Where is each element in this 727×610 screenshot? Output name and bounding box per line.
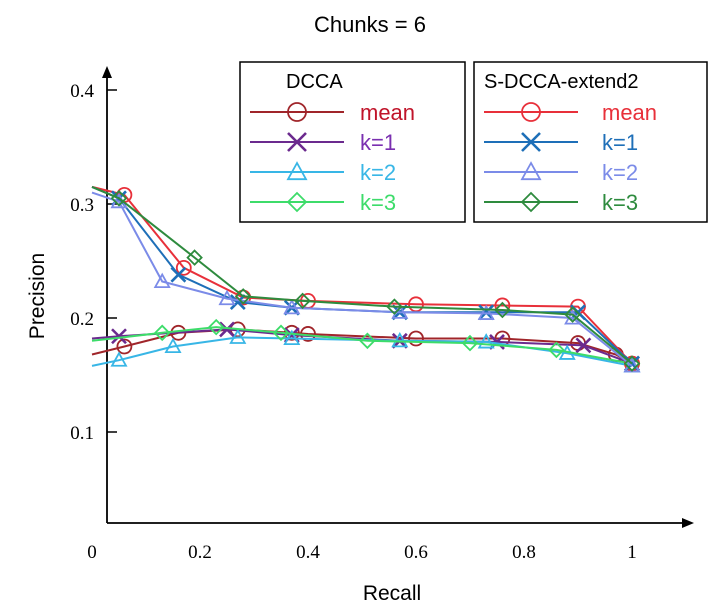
x-tick-label: 0.2	[188, 542, 212, 563]
point-sdcca-k=1	[229, 294, 246, 310]
point-dcca-k=3	[153, 324, 171, 342]
series-sdcca-k=3	[91, 185, 641, 372]
y-tick-label: 0.1	[70, 423, 94, 444]
point-sdcca-k=1	[478, 304, 495, 321]
point-dcca-k=2	[391, 331, 409, 348]
legend-label: mean	[360, 100, 415, 125]
x-tick-label: 0	[87, 542, 97, 563]
point-dcca-k=2	[477, 333, 495, 349]
point-dcca-k=2	[229, 328, 247, 344]
line-sdcca-k=2	[91, 191, 633, 367]
x-axis-label: Recall	[363, 582, 421, 605]
point-dcca-k=3	[207, 318, 225, 336]
y-axis-arrow-icon	[102, 66, 112, 78]
legend-marker-icon	[286, 191, 308, 213]
legend-item-dcca-k=2: k=2	[250, 160, 396, 185]
point-sdcca-k=2	[218, 289, 236, 306]
legend-marker-icon	[287, 102, 307, 122]
x-tick-label: 1	[627, 542, 637, 563]
legend-item-sdcca-k=3: k=3	[484, 190, 638, 215]
legend-item-sdcca-k=1: k=1	[484, 130, 638, 155]
point-sdcca-k=3	[494, 301, 511, 319]
point-sdcca-k=3	[186, 249, 203, 266]
series-layer	[91, 185, 641, 373]
legend-sdcca-title: S-DCCA-extend2	[484, 71, 639, 93]
point-sdcca-k=3	[623, 355, 641, 372]
legend-sdcca: S-DCCA-extend2 mean k=1 k=2 k=3	[473, 61, 708, 223]
point-dcca-k=2	[110, 351, 128, 367]
legend-item-dcca-mean: mean	[250, 100, 415, 125]
point-sdcca-k=2	[153, 272, 171, 289]
point-dcca-mean	[116, 338, 133, 355]
legend-label: mean	[602, 100, 657, 125]
x-tick-label: 0.8	[512, 542, 536, 563]
point-sdcca-k=3	[564, 306, 581, 323]
x-axis-arrow-icon	[682, 518, 694, 528]
point-dcca-k=3	[359, 332, 376, 350]
legend-label: k=1	[360, 130, 396, 155]
point-dcca-k=1	[111, 328, 127, 345]
point-dcca-k=3	[461, 334, 479, 352]
legend-label: k=3	[602, 190, 638, 215]
legend-marker-icon	[286, 161, 308, 181]
point-sdcca-k=2	[477, 304, 495, 320]
legend-item-sdcca-k=2: k=2	[484, 160, 638, 185]
legend-label: k=1	[602, 130, 638, 155]
point-dcca-mean	[408, 330, 424, 347]
x-tick-label: 0.6	[404, 542, 428, 563]
legend-marker-icon	[521, 102, 541, 122]
legend-item-dcca-k=1: k=1	[250, 130, 396, 155]
legend-marker-icon	[287, 132, 307, 152]
point-sdcca-k=3	[110, 190, 128, 207]
point-sdcca-k=1	[170, 266, 187, 283]
legend-label: k=2	[602, 160, 638, 185]
x-tick-label: 0.4	[296, 542, 320, 563]
point-dcca-k=1	[219, 321, 235, 338]
legend-item-dcca-k=3: k=3	[250, 190, 396, 215]
legend-marker-icon	[521, 132, 541, 152]
y-axis-label: Precision	[26, 253, 49, 339]
legend-item-sdcca-mean: mean	[484, 100, 657, 125]
point-dcca-k=3	[272, 324, 290, 342]
point-sdcca-k=3	[234, 288, 252, 305]
line-dcca-k=3	[91, 326, 633, 365]
point-dcca-k=1	[575, 337, 592, 354]
line-sdcca-k=3	[91, 185, 633, 365]
legend-label: k=2	[360, 160, 396, 185]
legend-dcca-title: DCCA	[286, 71, 343, 93]
axes: 0 0.2 0.4 0.6 0.8 1 0.1 0.2 0.3 0.4	[70, 66, 694, 563]
point-sdcca-k=3	[294, 292, 311, 310]
legend-marker-icon	[520, 191, 542, 213]
point-sdcca-mean	[175, 259, 192, 276]
point-sdcca-k=3	[386, 298, 403, 315]
legend-marker-icon	[520, 161, 542, 181]
y-tick-label: 0.3	[70, 195, 94, 216]
point-dcca-k=2	[164, 337, 182, 354]
point-dcca-k=2	[283, 329, 301, 346]
y-tick-label: 0.4	[70, 81, 94, 102]
chart-title: Chunks = 6	[314, 12, 426, 37]
legend-label: k=3	[360, 190, 396, 215]
point-sdcca-k=2	[283, 298, 301, 315]
point-dcca-k=3	[548, 341, 565, 359]
legend-dcca: DCCA mean k=1 k=2 k=3	[239, 61, 466, 223]
y-tick-label: 0.2	[70, 309, 94, 330]
